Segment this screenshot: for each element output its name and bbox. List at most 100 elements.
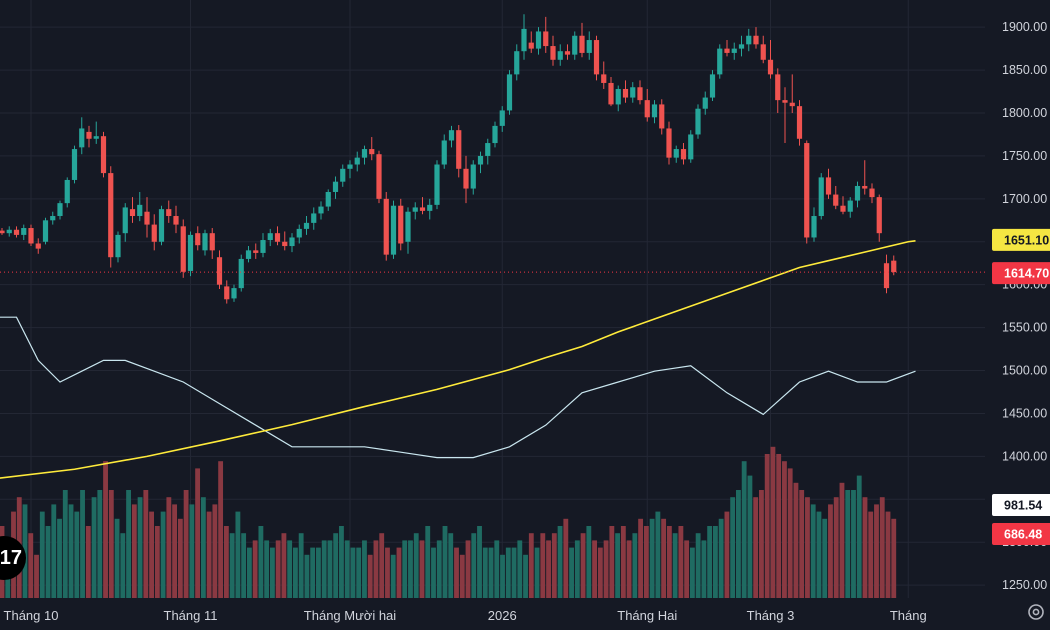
moving-average-line [0,240,916,479]
candle-down [724,40,730,57]
candle-body [557,51,563,60]
candle-body [586,40,592,53]
candle-up [332,176,339,199]
candle-down [274,226,281,246]
candle-up [688,130,694,163]
candle-body [593,40,600,75]
candle-body [238,258,244,289]
candle-down [282,231,288,251]
volume-bar [563,518,569,598]
candle-body [93,136,99,139]
candle-body [195,233,201,246]
candle-down [224,280,230,304]
candle-up [811,207,817,242]
candle-body [883,263,890,289]
volume-bar [454,547,459,598]
candle-down [862,160,868,195]
candle-body [470,164,476,189]
volume-bar [183,490,189,598]
candle-up [296,224,302,244]
candle-up [289,233,295,253]
candle-down [144,197,150,238]
candle-down [550,35,556,66]
candle-body [847,200,853,212]
candle-body [673,149,679,158]
volume-bar [321,540,327,598]
candle-body [760,44,766,60]
y-tick-label: 1500.00 [1002,364,1047,378]
volume-tag-bg [992,523,1050,545]
candle-down [579,22,585,58]
volume-bar [799,490,805,598]
candle-body [289,237,295,247]
volume-bar [333,533,339,598]
volume-bar [316,547,321,598]
candle-body [180,226,186,272]
volume-bar [97,490,103,598]
volume-tag-text: 686.48 [1004,528,1042,542]
volume-bar [724,511,730,598]
candle-body [767,59,774,75]
candle-up [50,211,56,225]
candle-up [535,27,542,55]
volume-bar [385,547,390,598]
volume-bar [91,497,97,598]
settings-gear-icon[interactable] [1026,602,1046,622]
volume-bar [258,526,264,598]
volume-bar [413,533,419,598]
candle-body [57,203,63,217]
candle-body [361,149,368,158]
candle-body [260,240,266,253]
candle-down [804,140,810,244]
candle-up [405,207,411,254]
ma-value-tag: 1651.10 [992,228,1050,251]
x-tick-label: Tháng 11 [164,608,218,623]
volume-bar [643,526,649,598]
candle-down [760,35,766,64]
volume-bar [402,540,408,598]
volume-bar [246,547,252,598]
candle-down [891,255,897,276]
candle-body [579,35,585,53]
candle-body [521,28,527,52]
volume-bar [488,547,494,598]
candle-down [883,254,890,294]
candle-body [419,207,426,211]
candle-body [528,42,534,49]
candle-down [622,80,629,103]
candle-down [383,191,389,261]
candle-down [659,99,665,135]
candle-body [789,102,795,107]
candle-down [644,88,650,122]
candle-body [731,48,737,53]
volume-bar [707,526,713,598]
volume-bar [419,540,425,598]
candle-up [57,200,63,220]
candle-body [311,213,317,223]
candle-down [398,198,404,251]
candle-up [260,233,266,258]
candle-body [383,198,389,255]
candle-up [137,191,143,222]
volume-bar [753,497,759,598]
volume-bar [362,540,367,598]
volume-bar [206,511,212,598]
volume-bar [845,490,851,598]
candle-body [405,211,411,242]
candle-body [115,234,121,258]
candle-down [753,27,759,49]
candle-body [782,100,788,103]
candle-body [644,100,650,118]
candle-body [282,241,288,247]
candle-body [0,230,5,234]
candle-up [311,207,317,230]
volume-bar [477,526,482,598]
candle-body [818,177,824,217]
candle-body [427,204,433,211]
candle-body [13,229,20,235]
volume-bar [764,454,770,598]
candle-up [21,224,27,241]
candle-up [492,121,498,148]
